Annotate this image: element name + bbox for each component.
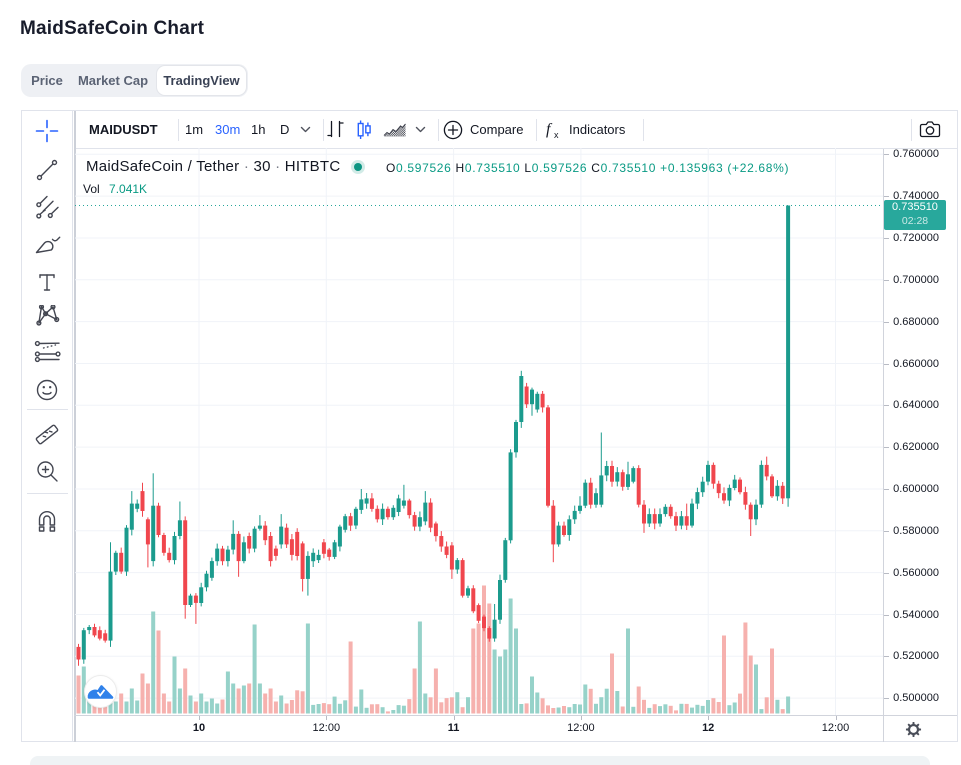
svg-text:x: x [554, 130, 559, 140]
svg-text:f: f [546, 121, 553, 138]
